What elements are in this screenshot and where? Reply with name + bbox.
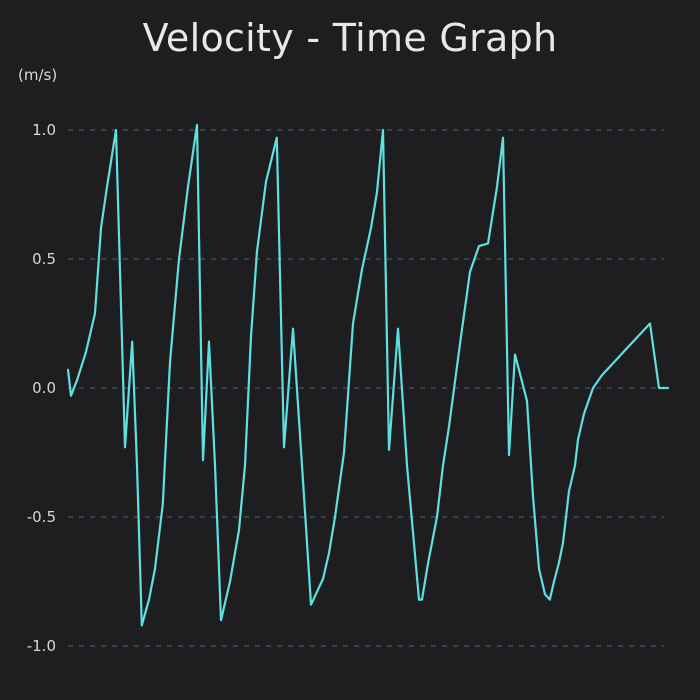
y-tick-label: -0.5 bbox=[27, 508, 56, 526]
y-tick-label: -1.0 bbox=[27, 637, 56, 655]
y-tick-label: 0.5 bbox=[32, 250, 56, 268]
y-tick-label: 1.0 bbox=[32, 121, 56, 139]
series-layer bbox=[66, 123, 670, 627]
y-tick-labels: 1.0 0.5 0.0 -0.5 -1.0 bbox=[27, 121, 56, 655]
y-tick-label: 0.0 bbox=[32, 379, 56, 397]
grid-lines bbox=[68, 129, 664, 647]
series-line-0 bbox=[66, 123, 670, 627]
y-axis-unit-label: (m/s) bbox=[18, 66, 58, 84]
chart-title: Velocity - Time Graph bbox=[142, 16, 558, 60]
